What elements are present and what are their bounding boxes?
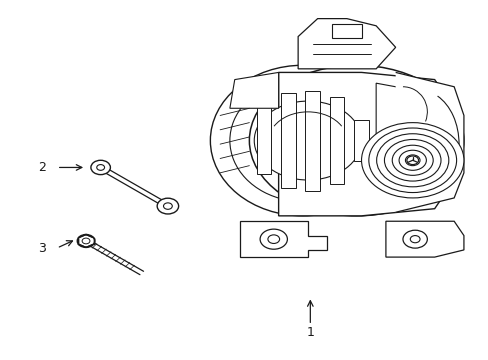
Text: 3: 3 <box>38 242 46 255</box>
Polygon shape <box>239 221 327 257</box>
Polygon shape <box>281 93 295 188</box>
Polygon shape <box>375 83 448 140</box>
Circle shape <box>384 139 440 181</box>
Circle shape <box>405 155 419 166</box>
Circle shape <box>391 145 432 175</box>
Text: 1: 1 <box>306 326 314 339</box>
FancyBboxPatch shape <box>331 24 361 39</box>
Polygon shape <box>298 19 395 69</box>
Polygon shape <box>229 72 278 108</box>
Circle shape <box>398 150 426 170</box>
Circle shape <box>157 198 178 214</box>
Circle shape <box>376 134 448 187</box>
Circle shape <box>406 156 418 165</box>
Circle shape <box>409 235 419 243</box>
Polygon shape <box>305 90 320 190</box>
Polygon shape <box>395 72 463 212</box>
Circle shape <box>361 123 463 198</box>
Circle shape <box>267 235 279 243</box>
Polygon shape <box>385 221 463 257</box>
Ellipse shape <box>249 65 463 216</box>
Polygon shape <box>329 97 344 184</box>
Circle shape <box>254 101 361 180</box>
Polygon shape <box>353 121 368 161</box>
Circle shape <box>163 203 172 209</box>
Circle shape <box>91 160 110 175</box>
Circle shape <box>260 229 287 249</box>
Polygon shape <box>256 107 271 174</box>
Polygon shape <box>278 72 453 216</box>
Ellipse shape <box>210 65 395 216</box>
Circle shape <box>368 128 456 193</box>
Text: 2: 2 <box>38 161 46 174</box>
Circle shape <box>82 238 90 244</box>
Circle shape <box>97 165 104 170</box>
Circle shape <box>77 234 95 247</box>
Circle shape <box>402 230 427 248</box>
